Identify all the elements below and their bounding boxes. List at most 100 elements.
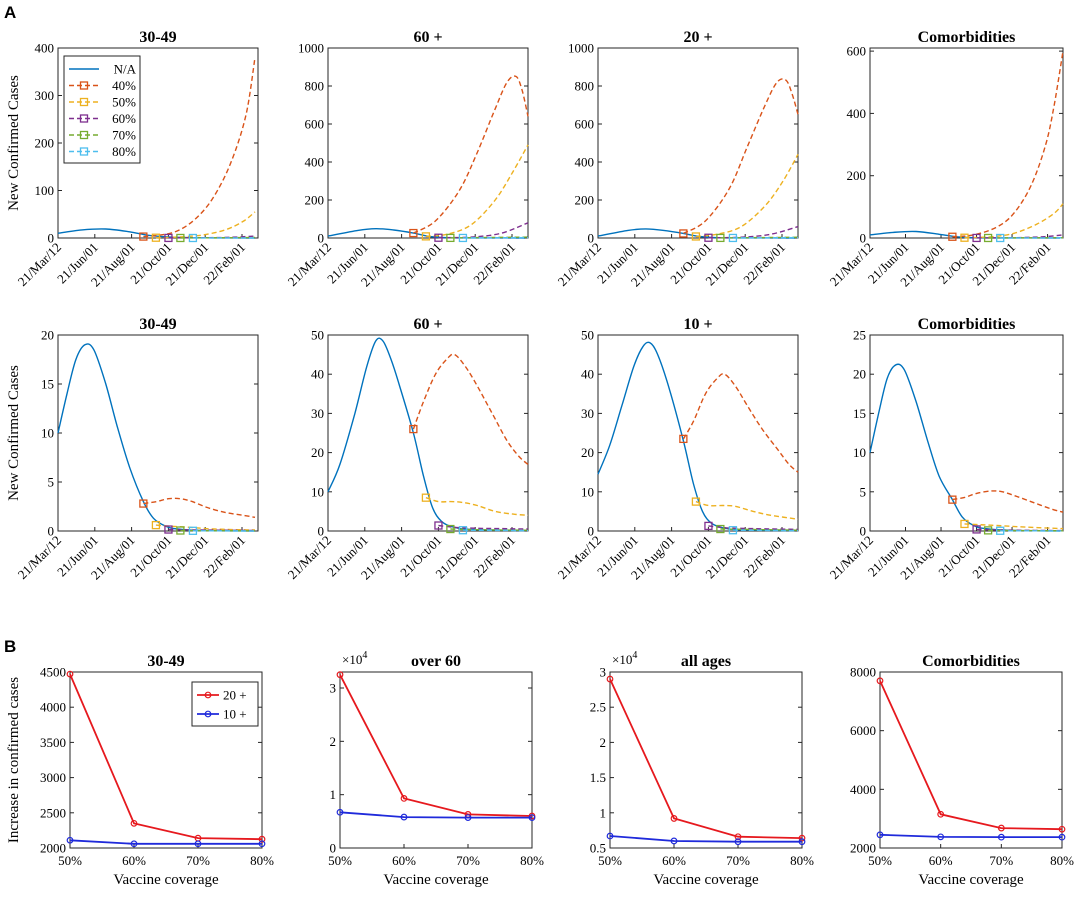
plot-frame [597, 334, 799, 532]
x-tick-label: 80% [520, 853, 544, 868]
x-tick-label: 80% [790, 853, 814, 868]
series-marker [409, 424, 418, 434]
data-point [670, 815, 678, 822]
y-tick-label: 1 [600, 805, 607, 820]
chart-title: Comorbidities [918, 316, 1016, 333]
series-marker [164, 233, 173, 243]
y-tick-label: 200 [847, 168, 867, 183]
x-tick-label: 21/Mar/12 [285, 533, 334, 582]
series-marker [176, 233, 185, 243]
y-tick-label: 300 [35, 88, 55, 103]
series-marker [996, 233, 1005, 243]
chart-title: Comorbidities [918, 29, 1016, 46]
chart-5: 30-49 0 5 10 15 20 New Confirmed Cases 21/Mar/1… [6, 316, 259, 582]
series-line-70pct [180, 236, 256, 239]
chart-title: 30-49 [139, 29, 176, 46]
series-marker [421, 232, 431, 241]
data-point [66, 670, 74, 678]
y-tick-label: 25 [853, 328, 866, 343]
x-tick-label: 50% [868, 853, 892, 868]
y-tick-label: 200 [305, 193, 325, 208]
y-tick-label: 50 [311, 328, 324, 343]
series-line-20 [609, 678, 803, 839]
y-tick-label: 10 [581, 484, 594, 499]
legend-label: 10 + [223, 707, 247, 722]
series-marker [151, 520, 161, 530]
y-tick-label: 0 [588, 524, 595, 539]
data-point [876, 831, 884, 839]
series-marker [139, 232, 148, 241]
series-marker [434, 521, 443, 530]
x-axis-label: Vaccine coverage [383, 872, 489, 888]
plot-frame [869, 47, 1064, 239]
series-line-50pct [964, 203, 1064, 239]
x-tick-label: 50% [328, 853, 352, 868]
y-tick-label: 1.5 [590, 770, 606, 785]
y-tick-label: 1000 [298, 41, 324, 56]
legend-marker [204, 691, 212, 699]
x-tick-label: 80% [250, 853, 274, 868]
series-marker [679, 229, 688, 238]
legend-label: 40% [112, 78, 136, 93]
y-tick-label: 4500 [40, 665, 66, 680]
data-point [130, 840, 138, 848]
series-marker [188, 233, 198, 243]
y-tick-label: 15 [853, 406, 866, 421]
y-tick-label: 2000 [850, 841, 876, 856]
legend-box [191, 681, 259, 727]
series-line-50pct [425, 497, 529, 516]
y-tick-label: 3 [600, 665, 607, 680]
x-tick-label: 21/Mar/12 [555, 240, 604, 289]
series-marker [948, 495, 957, 504]
y-tick-label: 10 [853, 445, 866, 460]
chart-3: 20 +0200400600800100021/Mar/1221/Jun/012… [555, 29, 799, 289]
chart-title: 10 + [683, 316, 712, 333]
y-tick-label: 15 [41, 377, 54, 392]
data-point [937, 810, 945, 818]
series-marker [996, 526, 1005, 535]
data-point [400, 813, 408, 821]
y-tick-label: 5 [48, 475, 55, 490]
series-line-60pct [708, 225, 799, 239]
series-line-20 [69, 673, 263, 841]
series-marker [983, 233, 993, 243]
data-point [1058, 833, 1066, 841]
chart-4: Comorbidities020040060021/Mar/1221/Jun/0… [827, 29, 1064, 289]
series-line-60pct [438, 524, 529, 530]
series-line-10 [879, 833, 1062, 838]
series-marker [176, 526, 185, 535]
y-tick-label: 1 [330, 787, 337, 802]
panel-label-b: B [4, 637, 16, 656]
data-point [528, 814, 536, 821]
y-tick-label: 20 [41, 328, 54, 343]
data-point [876, 677, 884, 685]
chart-8: Comorbidities051015202521/Mar/1221/Jun/0… [827, 316, 1064, 582]
series-marker [948, 232, 957, 241]
series-line-40pct [682, 373, 799, 473]
y-tick-label: 800 [305, 79, 325, 94]
y-tick-label: 3000 [40, 770, 66, 785]
x-axis-label: Vaccine coverage [918, 872, 1024, 888]
y-tick-label: 30 [311, 406, 324, 421]
x-tick-label: 50% [598, 853, 622, 868]
series-marker [983, 526, 993, 535]
data-point [336, 671, 344, 679]
series-marker [458, 233, 468, 243]
y-tick-label: 10 [311, 484, 324, 499]
y-tick-label: 3500 [40, 735, 66, 750]
chart-title: all ages [681, 653, 731, 670]
x-tick-label: 60% [929, 853, 953, 868]
x-tick-label: 21/Mar/12 [555, 533, 604, 582]
y-tick-label: 3 [330, 681, 337, 696]
x-tick-label: 70% [726, 853, 750, 868]
y-axis-label: New Confirmed Cases [6, 365, 22, 501]
y-axis-label: Increase in confirmed cases [6, 677, 22, 843]
y-tick-label: 2000 [40, 841, 66, 856]
series-marker [972, 525, 981, 534]
y-tick-label: 0 [860, 231, 867, 246]
y-tick-label: 400 [575, 155, 595, 170]
chart-6: 60 +0102030405021/Mar/1221/Jun/0121/Aug/… [285, 316, 529, 582]
x-axis-label: Vaccine coverage [653, 872, 759, 888]
series-line-40pct [952, 490, 1064, 513]
